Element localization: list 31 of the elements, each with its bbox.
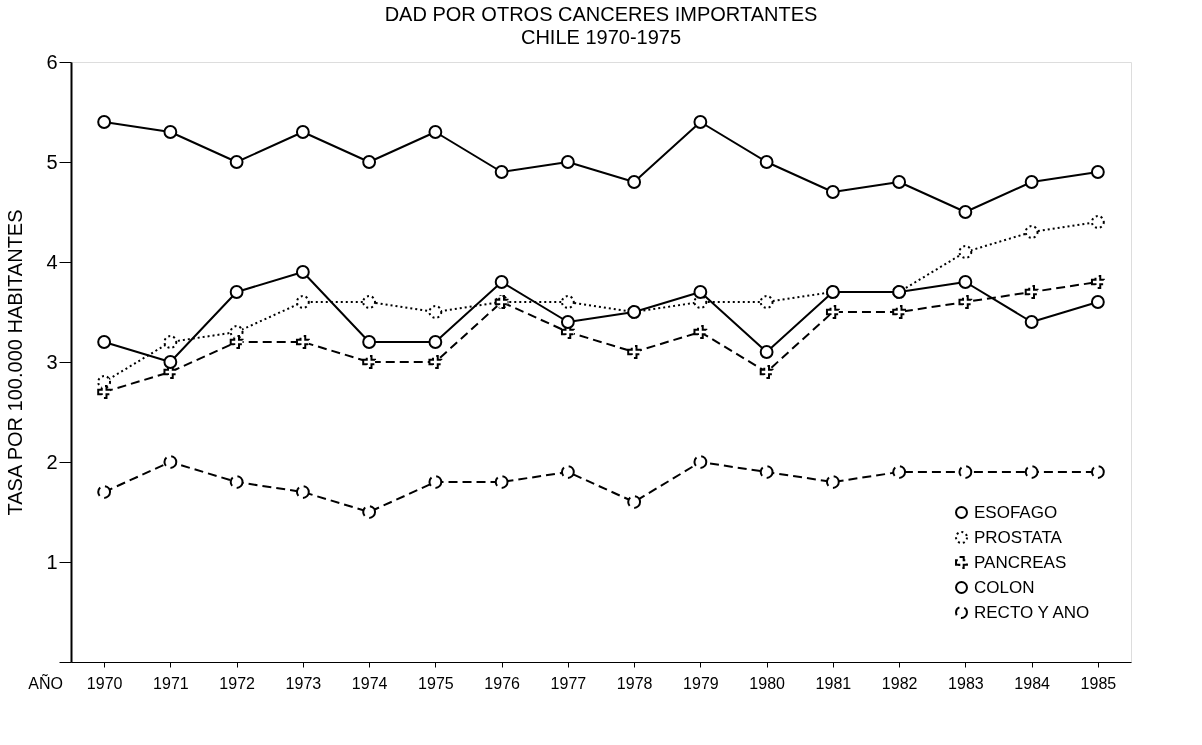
- x-tick-label: 1972: [219, 674, 256, 692]
- x-tick-label: 1983: [948, 674, 984, 692]
- y-tick-label: 1: [46, 550, 58, 573]
- legend-label: RECTO Y ANO: [974, 602, 1090, 622]
- y-axis-title: TASA POR 100.000 HABITANTES: [4, 209, 27, 516]
- x-tick-label: 1977: [550, 674, 587, 692]
- y-tick-label: 2: [46, 450, 58, 473]
- legend-label: COLON: [974, 577, 1035, 597]
- x-tick-label: 1985: [1080, 674, 1117, 692]
- chart-subtitle: CHILE 1970-1975: [520, 26, 682, 48]
- x-tick-label: 1970: [86, 674, 123, 692]
- x-tick-label: 1978: [616, 674, 653, 692]
- y-tick-label: 4: [46, 250, 58, 273]
- x-tick-label: 1981: [815, 674, 852, 692]
- x-tick-label: 1976: [484, 674, 521, 692]
- chart-title: DAD POR OTROS CANCERES IMPORTANTES: [384, 3, 818, 25]
- x-axis-title: AÑO: [28, 673, 63, 692]
- x-tick-label: 1974: [351, 674, 388, 692]
- y-tick-label: 3: [46, 350, 58, 373]
- legend-label: PANCREAS: [974, 552, 1067, 572]
- x-tick-label: 1982: [881, 674, 918, 692]
- x-tick-label: 1973: [285, 674, 322, 692]
- y-tick-label: 6: [46, 50, 58, 73]
- x-tick-label: 1984: [1014, 674, 1051, 692]
- x-tick-label: 1979: [683, 674, 719, 692]
- legend-label: PROSTATA: [974, 527, 1063, 547]
- x-tick-label: 1975: [418, 674, 454, 692]
- y-tick-label: 5: [46, 150, 58, 173]
- x-tick-label: 1980: [749, 674, 786, 692]
- x-tick-label: 1971: [153, 674, 189, 692]
- legend-label: ESOFAGO: [974, 502, 1058, 522]
